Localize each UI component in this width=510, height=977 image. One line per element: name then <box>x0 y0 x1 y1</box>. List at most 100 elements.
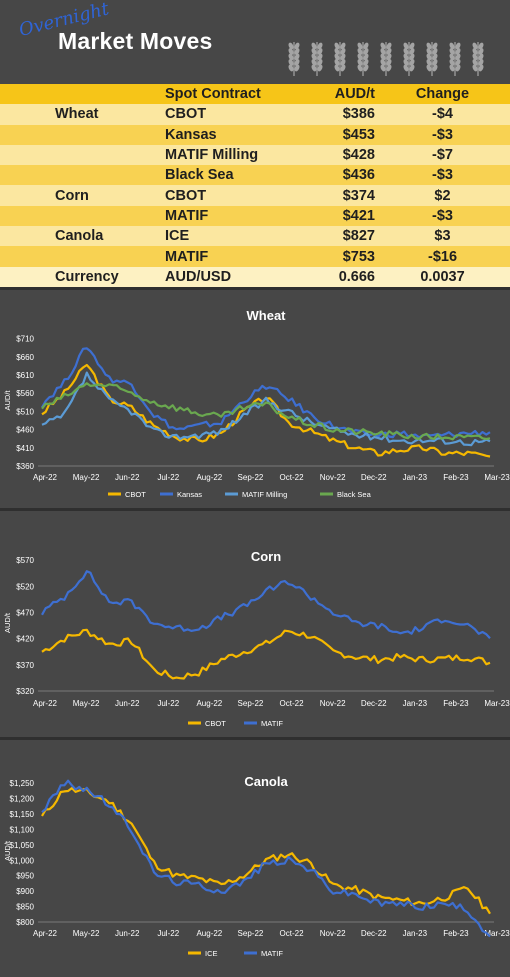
contract-cell: Black Sea <box>165 165 300 185</box>
y-tick-label: $800 <box>16 918 34 927</box>
row-spacer <box>0 104 55 124</box>
x-tick-label: Apr-22 <box>33 699 58 708</box>
x-tick-label: Jul-22 <box>157 473 179 482</box>
legend-label: CBOT <box>125 490 146 499</box>
series-line-matif <box>42 571 490 638</box>
change-cell: -$3 <box>375 206 510 226</box>
chart-title: Canola <box>244 774 288 789</box>
wheat-icon-row <box>286 38 506 78</box>
corn-chart: Corn$320$370$420$470$520$570AUD/tApr-22 M… <box>0 511 510 737</box>
price-cell: $436 <box>300 165 375 185</box>
y-tick-label: $420 <box>16 635 34 644</box>
commodity-cell <box>55 246 165 266</box>
wheat-icon <box>425 42 438 76</box>
change-cell: -$3 <box>375 165 510 185</box>
table-header-row: Spot Contract AUD/t Change <box>0 84 510 104</box>
x-tick-label: May-22 <box>73 473 100 482</box>
commodity-cell: Currency <box>55 267 165 287</box>
legend-label: MATIF <box>261 949 283 958</box>
x-tick-label: Sep-22 <box>238 699 264 708</box>
row-spacer <box>0 246 55 266</box>
y-tick-label: $1,250 <box>10 779 35 788</box>
x-tick-label: Nov-22 <box>320 699 346 708</box>
row-spacer <box>0 165 55 185</box>
table-row: MATIF Milling $428 -$7 <box>0 145 510 165</box>
x-tick-label: Mar-23 <box>484 699 510 708</box>
y-tick-label: $660 <box>16 353 34 362</box>
contract-cell: ICE <box>165 226 300 246</box>
x-tick-label: Feb-23 <box>443 473 469 482</box>
y-tick-label: $1,200 <box>10 795 35 804</box>
x-tick-label: Jan-23 <box>403 699 428 708</box>
header-banner: Overnight Market Moves <box>0 0 510 84</box>
table-row: Kansas $453 -$3 <box>0 125 510 145</box>
table-row: Currency AUD/USD 0.666 0.0037 <box>0 267 510 287</box>
x-tick-label: Dec-22 <box>361 473 387 482</box>
wheat-icon <box>402 42 415 76</box>
chart-title: Wheat <box>247 308 287 323</box>
contract-cell: MATIF <box>165 246 300 266</box>
x-tick-label: Oct-22 <box>280 929 305 938</box>
x-tick-label: Jun-22 <box>115 473 140 482</box>
x-tick-label: Oct-22 <box>280 699 305 708</box>
wheat-icon <box>356 42 369 76</box>
wheat-icon <box>333 42 346 76</box>
price-cell: $827 <box>300 226 375 246</box>
price-cell: $421 <box>300 206 375 226</box>
y-tick-label: $410 <box>16 444 34 453</box>
x-tick-label: Jun-22 <box>115 929 140 938</box>
price-cell: $386 <box>300 104 375 124</box>
wheat-chart: Wheat $360 $410 $460 $510 $560 $610 $660 $710 AUD… <box>0 290 510 508</box>
y-tick-label: $460 <box>16 426 34 435</box>
market-table: Spot Contract AUD/t Change Wheat CBOT $386… <box>0 84 510 287</box>
y-tick-label: $570 <box>16 556 34 565</box>
commodity-cell <box>55 145 165 165</box>
change-cell: -$7 <box>375 145 510 165</box>
y-tick-label: $320 <box>16 687 34 696</box>
x-tick-label: Dec-22 <box>361 699 387 708</box>
price-cell: $374 <box>300 185 375 205</box>
contract-cell: AUD/USD <box>165 267 300 287</box>
header-change: Change <box>375 84 510 104</box>
price-cell: $453 <box>300 125 375 145</box>
change-cell: -$3 <box>375 125 510 145</box>
legend-label: ICE <box>205 949 218 958</box>
y-tick-label: $510 <box>16 407 34 416</box>
commodity-cell <box>55 125 165 145</box>
row-spacer <box>0 206 55 226</box>
y-tick-label: $850 <box>16 903 34 912</box>
x-tick-label: Apr-22 <box>33 929 58 938</box>
legend-label: MATIF Milling <box>242 490 287 499</box>
table-row: Canola ICE $827 $3 <box>0 226 510 246</box>
table-row: Black Sea $436 -$3 <box>0 165 510 185</box>
commodity-cell <box>55 165 165 185</box>
table-row: MATIF $421 -$3 <box>0 206 510 226</box>
row-spacer <box>0 125 55 145</box>
contract-cell: MATIF <box>165 206 300 226</box>
change-cell: -$4 <box>375 104 510 124</box>
x-tick-label: Aug-22 <box>196 699 222 708</box>
canola-chart: Canola $800 $850 $900 $950 $1,000 $1,050 $1,100… <box>0 740 510 972</box>
table-row: Corn CBOT $374 $2 <box>0 185 510 205</box>
y-tick-label: $1,000 <box>10 856 35 865</box>
wheat-chart-panel: Wheat $360 $410 $460 $510 $560 $610 $660 $710 AUD… <box>0 290 510 508</box>
commodity-cell: Canola <box>55 226 165 246</box>
x-tick-label: Nov-22 <box>320 929 346 938</box>
x-tick-label: May-22 <box>73 929 100 938</box>
header-spot-contract: Spot Contract <box>165 84 300 104</box>
x-tick-label: Feb-23 <box>443 929 469 938</box>
commodity-cell: Wheat <box>55 104 165 124</box>
legend-label: Black Sea <box>337 490 372 499</box>
x-tick-label: Jan-23 <box>403 929 428 938</box>
y-tick-label: $520 <box>16 582 34 591</box>
x-tick-label: Jul-22 <box>157 699 179 708</box>
page-title: Market Moves <box>58 28 213 55</box>
y-axis-label: AUD/t <box>3 840 12 861</box>
contract-cell: Kansas <box>165 125 300 145</box>
table-row: Wheat CBOT $386 -$4 <box>0 104 510 124</box>
price-cell: $753 <box>300 246 375 266</box>
y-axis-label: AUD/t <box>3 390 12 411</box>
row-spacer <box>0 185 55 205</box>
wheat-icon <box>287 42 300 76</box>
change-cell: -$16 <box>375 246 510 266</box>
